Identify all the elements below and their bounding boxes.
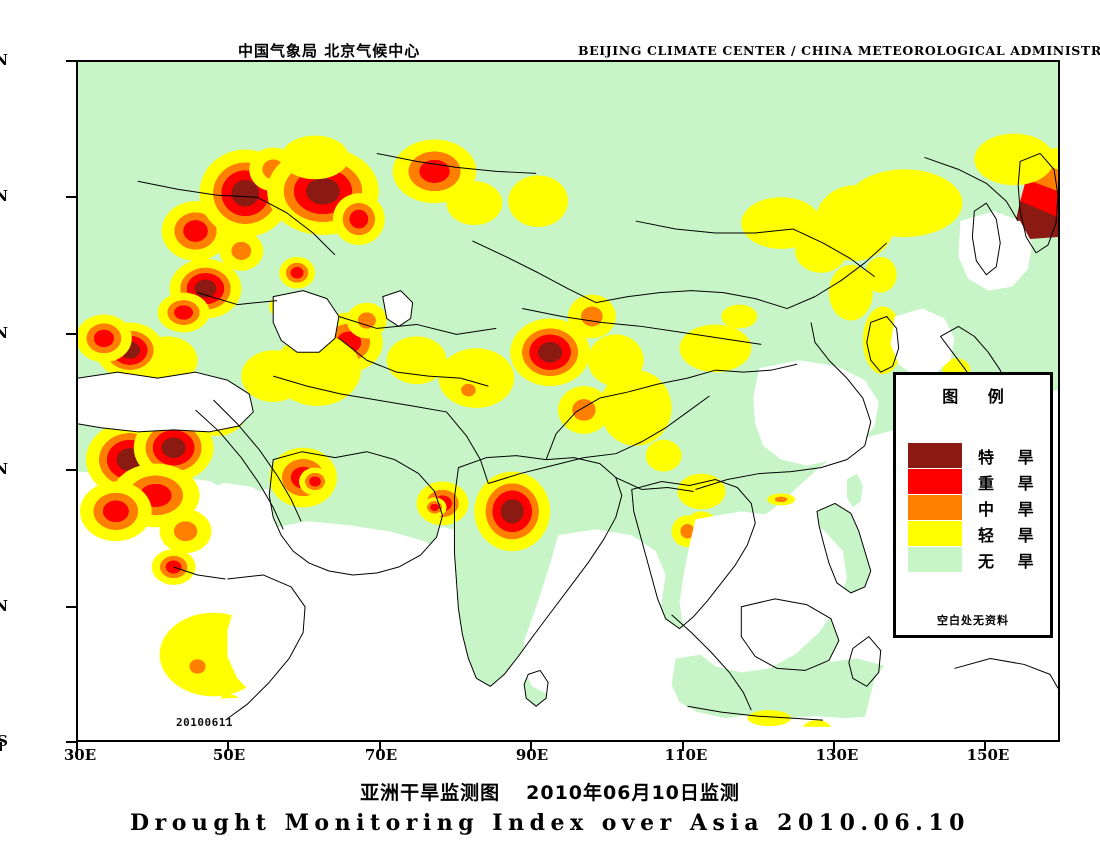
legend-swatch-none bbox=[908, 547, 962, 572]
y-tick-50N bbox=[66, 196, 76, 198]
x-tick-70E2 bbox=[379, 742, 381, 751]
figure-title-cn-date: 2010年06月10日监测 bbox=[526, 782, 740, 804]
x-tick-110E bbox=[682, 742, 684, 751]
legend-label-severe: 重 旱 bbox=[978, 474, 1043, 493]
y-label-4: 5N bbox=[0, 597, 8, 615]
y-tick-10S bbox=[66, 741, 76, 743]
legend-label-extreme: 特 旱 bbox=[978, 448, 1043, 467]
legend-item-none[interactable]: 无 旱 bbox=[908, 547, 1044, 573]
x-tick-130E bbox=[833, 742, 835, 751]
map-plot-area[interactable] bbox=[76, 60, 1060, 742]
legend-title: 图 例 bbox=[942, 387, 1016, 406]
x-tick-70E bbox=[0, 742, 2, 751]
legend-swatch-extreme bbox=[908, 443, 962, 468]
y-tick-5N bbox=[66, 606, 76, 608]
x-tick-50E bbox=[227, 742, 229, 751]
x-label-4: 110E bbox=[664, 746, 708, 764]
legend-no-data-note: 空白处无资料 bbox=[937, 614, 1009, 627]
figure-title-cn: 亚洲干旱监测图 2010年06月10日监测 bbox=[0, 778, 1100, 805]
x-tick-150E bbox=[984, 742, 986, 751]
legend-label-none: 无 旱 bbox=[978, 552, 1043, 571]
production-date-stamp: 20100611 bbox=[176, 716, 233, 729]
x-label-3: 90E bbox=[515, 746, 549, 764]
legend-swatch-severe bbox=[908, 469, 962, 494]
y-tick-35N bbox=[66, 333, 76, 335]
legend-item-extreme[interactable]: 特 旱 bbox=[908, 443, 1044, 469]
y-tick-65N bbox=[66, 60, 76, 62]
legend-label-light: 轻 旱 bbox=[978, 526, 1043, 545]
y-tick-20N bbox=[66, 469, 76, 471]
ocean-mask bbox=[78, 211, 1058, 740]
x-label-5: 130E bbox=[815, 746, 859, 764]
y-label-2: 35N bbox=[0, 324, 8, 342]
y-label-3: 20N bbox=[0, 460, 8, 478]
x-tick-90E bbox=[530, 742, 532, 751]
legend-swatch-moderate bbox=[908, 495, 962, 520]
header-agency-cn: 中国气象局 北京气候中心 bbox=[238, 42, 421, 60]
x-label-0: 30E bbox=[63, 746, 97, 764]
y-label-1: 50N bbox=[0, 187, 8, 205]
asia-drought-map-svg bbox=[78, 62, 1058, 740]
header-agency-en: BEIJING CLIMATE CENTER / CHINA METEOROLO… bbox=[578, 43, 1100, 58]
x-label-1: 50E bbox=[212, 746, 246, 764]
legend-item-light[interactable]: 轻 旱 bbox=[908, 521, 1044, 547]
legend-item-moderate[interactable]: 中 旱 bbox=[908, 495, 1044, 521]
drought-index-field bbox=[78, 133, 1058, 737]
legend-item-severe[interactable]: 重 旱 bbox=[908, 469, 1044, 495]
x-label-6: 150E bbox=[966, 746, 1010, 764]
y-label-0: 65N bbox=[0, 51, 8, 69]
figure-title-cn-main: 亚洲干旱监测图 bbox=[360, 782, 501, 804]
x-tick-30E bbox=[76, 742, 78, 751]
legend-label-moderate: 中 旱 bbox=[978, 500, 1043, 519]
figure-title-en: Drought Monitoring Index over Asia 2010.… bbox=[130, 810, 970, 836]
legend-panel[interactable]: 图 例 特 旱 重 旱 中 旱 轻 旱 无 旱 空白处无资料 bbox=[893, 372, 1053, 638]
y-label-5: 10S bbox=[0, 732, 8, 750]
x-label-2: 70E bbox=[364, 746, 398, 764]
legend-swatch-light bbox=[908, 521, 962, 546]
